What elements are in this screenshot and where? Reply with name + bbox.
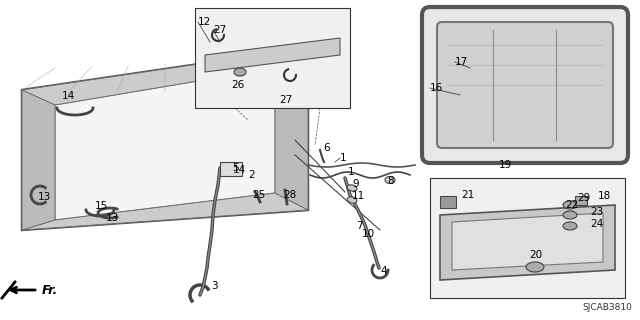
Bar [430,178,625,298]
Ellipse shape [347,197,357,203]
Text: SJCAB3810: SJCAB3810 [582,303,632,312]
Text: 5: 5 [232,163,239,173]
Text: 21: 21 [461,190,474,200]
Ellipse shape [526,262,544,272]
Text: 22: 22 [565,200,579,210]
Text: 12: 12 [198,17,211,27]
Text: 19: 19 [499,160,512,170]
Ellipse shape [347,185,357,191]
Text: 8: 8 [387,176,394,186]
Text: 29: 29 [577,193,590,203]
Polygon shape [22,193,308,230]
Text: Fr.: Fr. [42,284,58,297]
Text: 15: 15 [95,201,108,211]
Text: 20: 20 [529,250,542,260]
Text: 7: 7 [356,221,363,231]
Bar [195,8,350,108]
Text: 24: 24 [590,219,604,229]
Polygon shape [452,213,603,270]
Text: 25: 25 [252,190,265,200]
Polygon shape [205,38,340,72]
Text: 14: 14 [62,91,76,101]
Text: 28: 28 [283,190,296,200]
Text: 27: 27 [213,25,227,35]
Text: 16: 16 [430,83,444,93]
Text: 27: 27 [279,95,292,105]
Ellipse shape [234,68,246,76]
Text: 13: 13 [106,213,119,223]
Bar [575,196,587,205]
Ellipse shape [563,211,577,219]
Text: 26: 26 [231,80,244,90]
Ellipse shape [563,201,577,209]
Polygon shape [55,68,275,220]
Text: 18: 18 [598,191,611,201]
Text: 17: 17 [455,57,468,67]
Text: 3: 3 [211,281,218,291]
Bar [220,162,242,176]
Text: 1: 1 [340,153,347,163]
Text: 14: 14 [233,165,246,175]
Ellipse shape [563,222,577,230]
Text: 13: 13 [38,192,51,202]
Text: 4: 4 [380,266,387,276]
Text: 10: 10 [362,229,375,239]
Text: 23: 23 [590,207,604,217]
Polygon shape [22,90,55,230]
Text: 11: 11 [352,191,365,201]
Ellipse shape [385,177,395,183]
Polygon shape [440,205,615,280]
Text: 6: 6 [323,143,330,153]
Polygon shape [22,48,308,105]
FancyBboxPatch shape [437,22,613,148]
Bar [440,196,456,208]
Polygon shape [275,48,308,210]
Text: 1: 1 [348,167,355,177]
FancyBboxPatch shape [422,7,628,163]
Text: 2: 2 [248,170,255,180]
Text: 9: 9 [352,179,358,189]
